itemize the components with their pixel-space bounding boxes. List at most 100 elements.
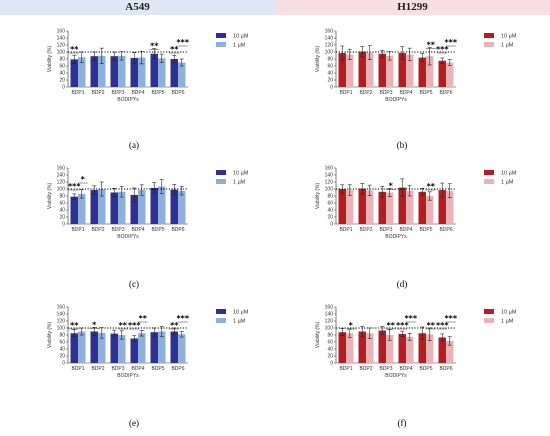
bar-BDP4-1 xyxy=(138,57,146,87)
y-tick-label: 20 xyxy=(59,78,65,84)
x-axis-label: BODIPYs xyxy=(117,234,139,240)
bar-BDP1-0 xyxy=(70,59,78,87)
y-tick-label: 20 xyxy=(59,354,65,360)
y-tick-label: 80 xyxy=(327,57,333,63)
x-tick-label: BDP1 xyxy=(71,90,84,96)
x-tick-label: BDP2 xyxy=(91,90,104,96)
bar-BDP2-1 xyxy=(366,52,374,87)
bar-BDP3-1 xyxy=(386,55,394,87)
bar-BDP2-0 xyxy=(358,51,366,87)
panel-caption: (d) xyxy=(397,279,408,289)
significance-marker: *** xyxy=(176,314,189,323)
bar-BDP5-1 xyxy=(426,56,434,87)
bar-BDP6-0 xyxy=(438,337,446,363)
significance-marker: * xyxy=(81,175,86,184)
panel-caption: (e) xyxy=(129,418,139,428)
x-tick-label: BDP4 xyxy=(399,227,412,233)
y-tick-label: 40 xyxy=(327,347,333,353)
bar-BDP3-0 xyxy=(110,56,118,87)
y-tick-label: 160 xyxy=(57,166,66,172)
legend-label: 10 µM xyxy=(233,171,249,177)
y-tick-label: 160 xyxy=(325,166,334,172)
x-axis-label: BODIPYs xyxy=(117,97,139,103)
legend-swatch xyxy=(216,170,226,175)
x-tick-label: BDP3 xyxy=(111,90,124,96)
significance-marker: * xyxy=(349,321,354,330)
significance-marker: ** xyxy=(387,321,396,330)
x-tick-label: BDP2 xyxy=(91,227,104,233)
panel-caption: (b) xyxy=(397,140,408,150)
y-tick-label: 160 xyxy=(325,29,334,35)
bar-BDP1-1 xyxy=(346,333,354,363)
bar-BDP4-0 xyxy=(398,333,406,363)
bar-BDP2-0 xyxy=(358,331,366,363)
x-tick-label: BDP2 xyxy=(359,366,372,372)
bar-BDP1-1 xyxy=(78,57,86,87)
bar-BDP3-1 xyxy=(118,335,126,363)
legend-label: 10 µM xyxy=(233,310,249,316)
legend-label: 10 µM xyxy=(501,34,517,40)
y-tick-label: 0 xyxy=(330,85,333,91)
x-tick-label: BDP1 xyxy=(339,366,352,372)
column-header-a549: A549 xyxy=(0,0,275,15)
significance-marker: *** xyxy=(436,45,449,54)
bar-BDP6-0 xyxy=(438,190,446,224)
legend-label: 10 µM xyxy=(501,310,517,316)
y-tick-label: 60 xyxy=(327,340,333,346)
bar-BDP5-1 xyxy=(158,331,166,363)
legend-swatch xyxy=(216,179,226,184)
y-tick-label: 160 xyxy=(325,305,334,311)
x-tick-label: BDP6 xyxy=(439,227,452,233)
y-tick-label: 0 xyxy=(330,361,333,367)
significance-marker: * xyxy=(389,181,394,190)
y-tick-label: 120 xyxy=(325,43,334,49)
bar-BDP4-0 xyxy=(130,194,138,224)
bar-BDP5-0 xyxy=(150,332,158,363)
x-tick-label: BDP4 xyxy=(131,90,144,96)
y-tick-label: 80 xyxy=(59,194,65,200)
legend-swatch xyxy=(484,318,494,323)
bar-BDP4-1 xyxy=(406,190,414,224)
bar-BDP3-0 xyxy=(378,330,386,363)
y-tick-label: 120 xyxy=(57,180,66,186)
x-tick-label: BDP6 xyxy=(171,227,184,233)
y-tick-label: 60 xyxy=(327,201,333,207)
x-tick-label: BDP2 xyxy=(91,366,104,372)
bar-BDP6-1 xyxy=(446,190,454,224)
y-tick-label: 100 xyxy=(57,50,66,56)
legend-swatch xyxy=(216,318,226,323)
y-tick-label: 100 xyxy=(325,187,334,193)
y-tick-label: 0 xyxy=(330,222,333,228)
bar-BDP3-0 xyxy=(110,192,118,224)
bar-BDP6-0 xyxy=(170,331,178,363)
y-tick-label: 80 xyxy=(59,333,65,339)
x-tick-label: BDP1 xyxy=(71,366,84,372)
bar-BDP1-1 xyxy=(346,190,354,224)
y-tick-label: 140 xyxy=(325,173,334,179)
legend-swatch xyxy=(484,179,494,184)
significance-marker: ** xyxy=(119,321,128,330)
y-axis-label: Viability (%) xyxy=(47,322,53,349)
bar-BDP1-0 xyxy=(338,53,346,87)
legend-label: 1 µM xyxy=(501,43,514,49)
bar-BDP4-0 xyxy=(398,53,406,87)
significance-marker: * xyxy=(92,320,97,329)
significance-marker: ** xyxy=(70,45,79,54)
x-tick-label: BDP5 xyxy=(419,366,432,372)
significance-marker: *** xyxy=(128,321,141,330)
bar-BDP5-0 xyxy=(150,53,158,87)
x-axis-label: BODIPYs xyxy=(385,97,407,103)
bar-BDP6-1 xyxy=(178,62,186,87)
bar-BDP2-1 xyxy=(98,332,106,363)
legend-swatch xyxy=(216,33,226,38)
bar-BDP6-0 xyxy=(170,59,178,87)
x-tick-label: BDP3 xyxy=(379,366,392,372)
significance-marker: *** xyxy=(436,321,449,330)
x-axis-label: BODIPYs xyxy=(117,373,139,379)
significance-marker: *** xyxy=(404,314,417,323)
y-tick-label: 140 xyxy=(57,312,66,318)
y-tick-label: 40 xyxy=(327,71,333,77)
legend-swatch xyxy=(484,309,494,314)
